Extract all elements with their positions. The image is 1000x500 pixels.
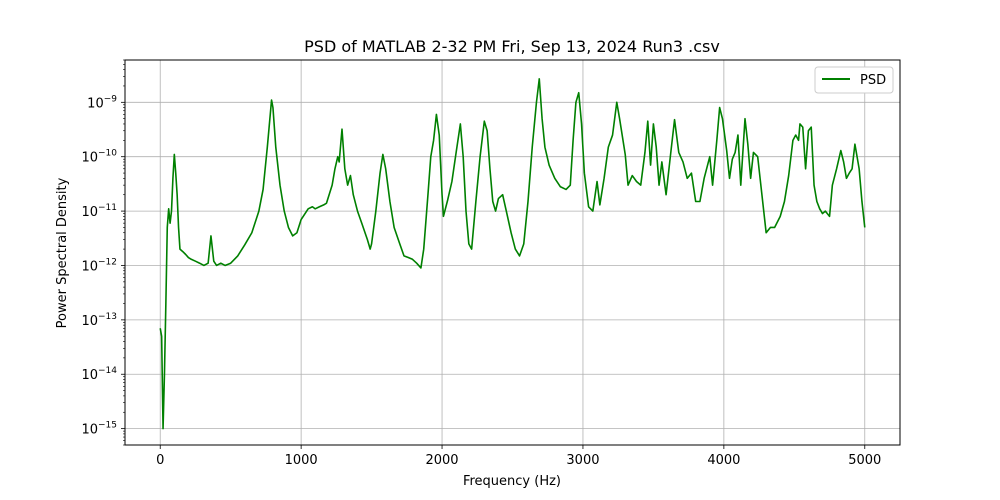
x-tick-label: 0 <box>156 453 164 468</box>
legend: PSD <box>814 66 894 94</box>
x-tick-label: 2000 <box>425 453 458 468</box>
y-tick-label: 10−12 <box>81 257 117 274</box>
y-tick-label: 10−11 <box>81 203 117 220</box>
x-tick-label: 1000 <box>285 453 318 468</box>
grid <box>125 60 900 445</box>
y-tick-label: 10−9 <box>87 94 117 111</box>
y-tick-label: 10−13 <box>81 312 117 329</box>
series-group <box>159 78 866 430</box>
y-tick-label: 10−14 <box>81 366 117 383</box>
y-axis: 10−15 10−14 10−13 10−12 10−11 10−10 10−9 <box>81 59 125 446</box>
x-axis: 0 1000 2000 3000 4000 5000 <box>156 445 881 468</box>
legend-box <box>814 66 894 94</box>
series-line-psd <box>159 78 866 430</box>
plot-background <box>125 60 900 445</box>
plot-frame <box>124 59 901 446</box>
legend-label-psd: PSD <box>860 73 886 88</box>
y-axis-title: Power Spectral Density <box>55 177 70 328</box>
x-axis-title: Frequency (Hz) <box>463 474 561 489</box>
chart-title: PSD of MATLAB 2-32 PM Fri, Sep 13, 2024 … <box>304 37 720 56</box>
x-tick-label: 4000 <box>707 453 740 468</box>
x-tick-label: 3000 <box>566 453 599 468</box>
x-tick-label: 5000 <box>848 453 881 468</box>
y-tick-label: 10−15 <box>81 421 117 438</box>
plot-area <box>124 59 901 446</box>
y-tick-label: 10−10 <box>81 149 117 166</box>
